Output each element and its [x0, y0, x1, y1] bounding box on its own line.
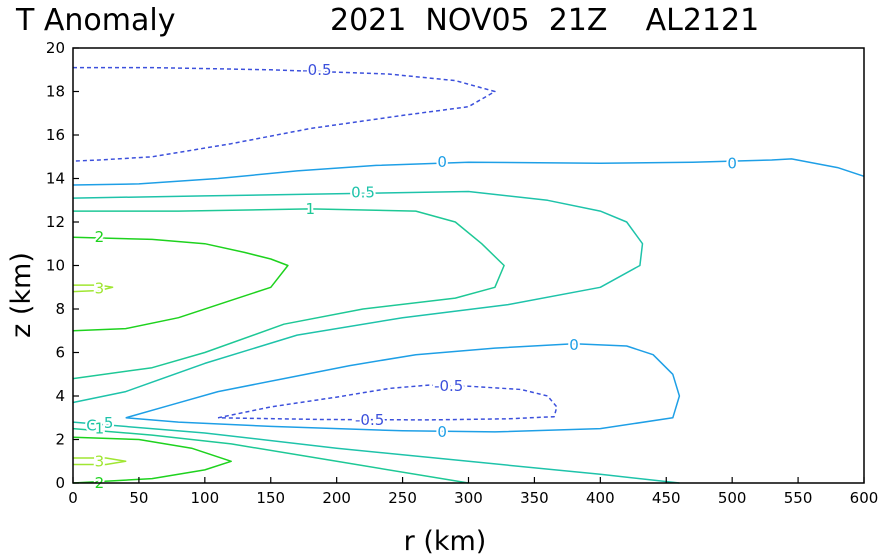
- y-tick-label-6: 12: [46, 213, 65, 231]
- chart-title-left: T Anomaly: [15, 3, 175, 38]
- contour-label-13: 1: [95, 420, 105, 438]
- contour-label-8: 1: [306, 200, 316, 218]
- x-tick-label-3: 150: [256, 489, 285, 507]
- contour--0.5-0: [72, 66, 496, 162]
- x-tick-label-11: 550: [784, 489, 813, 507]
- contour-label-1: -0.5: [434, 377, 463, 395]
- contour-2-8: [72, 236, 289, 332]
- x-tick-label-1: 50: [129, 489, 148, 507]
- x-tick-label-12: 600: [850, 489, 879, 507]
- x-axis: 0 50 100 150 200 250 300 350 400 450 500 550 600: [68, 477, 878, 507]
- contour-label-5: 0: [569, 336, 579, 354]
- contour-label-12: C: [86, 416, 96, 434]
- contour-label-9: 2: [95, 228, 105, 246]
- y-tick-label-7: 14: [46, 170, 65, 188]
- contour-2-9: [72, 436, 232, 484]
- contour-0.5-5: [72, 421, 680, 484]
- contour-label-7: 0.5: [351, 184, 375, 202]
- contour-0.5-4: [72, 190, 644, 404]
- y-axis-label: z (km): [6, 252, 37, 338]
- plot-frame: [72, 47, 865, 484]
- y-tick-label-4: 8: [55, 300, 65, 318]
- x-tick-label-7: 350: [520, 489, 549, 507]
- x-tick-label-4: 200: [322, 489, 351, 507]
- contour-lines: [72, 66, 865, 484]
- contour-label-14: 5: [104, 414, 114, 432]
- y-tick-label-2: 4: [55, 387, 65, 405]
- x-tick-label-2: 100: [191, 489, 220, 507]
- y-tick-label-0: 0: [55, 474, 65, 492]
- y-tick-label-3: 6: [55, 344, 65, 362]
- x-tick-label-9: 450: [652, 489, 681, 507]
- chart-title-right: 2021 NOV05 21Z AL2121: [330, 3, 759, 38]
- contour-1-6: [72, 208, 505, 380]
- contour-0-3: [125, 343, 681, 433]
- x-tick-label-10: 500: [718, 489, 747, 507]
- y-axis: 0 2 4 6 8 10 12 14 16 18 20: [46, 39, 79, 492]
- y-tick-label-9: 18: [46, 83, 65, 101]
- y-tick-label-10: 20: [46, 39, 65, 57]
- contour-0-2: [72, 158, 865, 186]
- contour-label-2: -0.5: [355, 411, 384, 429]
- contour-3-10: [72, 284, 114, 293]
- contour-1-7: [72, 427, 469, 484]
- x-tick-label-5: 250: [388, 489, 417, 507]
- x-tick-label-6: 300: [454, 489, 483, 507]
- contour--0.5-1: [217, 384, 558, 421]
- contour-label-4: 0: [727, 154, 737, 172]
- y-tick-label-1: 2: [55, 431, 65, 449]
- x-tick-label-8: 400: [586, 489, 615, 507]
- contour-label-3: 0: [437, 153, 447, 171]
- x-tick-label-0: 0: [68, 489, 78, 507]
- contour-label-10: 3: [95, 279, 105, 297]
- y-tick-label-5: 10: [46, 257, 65, 275]
- contour-label-0: -0.5: [302, 61, 331, 79]
- contour-3-11: [73, 457, 127, 466]
- contour-label-6: 0: [437, 423, 447, 441]
- contour-label-11: 3: [95, 452, 105, 470]
- x-axis-label: r (km): [404, 526, 487, 557]
- y-tick-label-8: 16: [46, 126, 65, 144]
